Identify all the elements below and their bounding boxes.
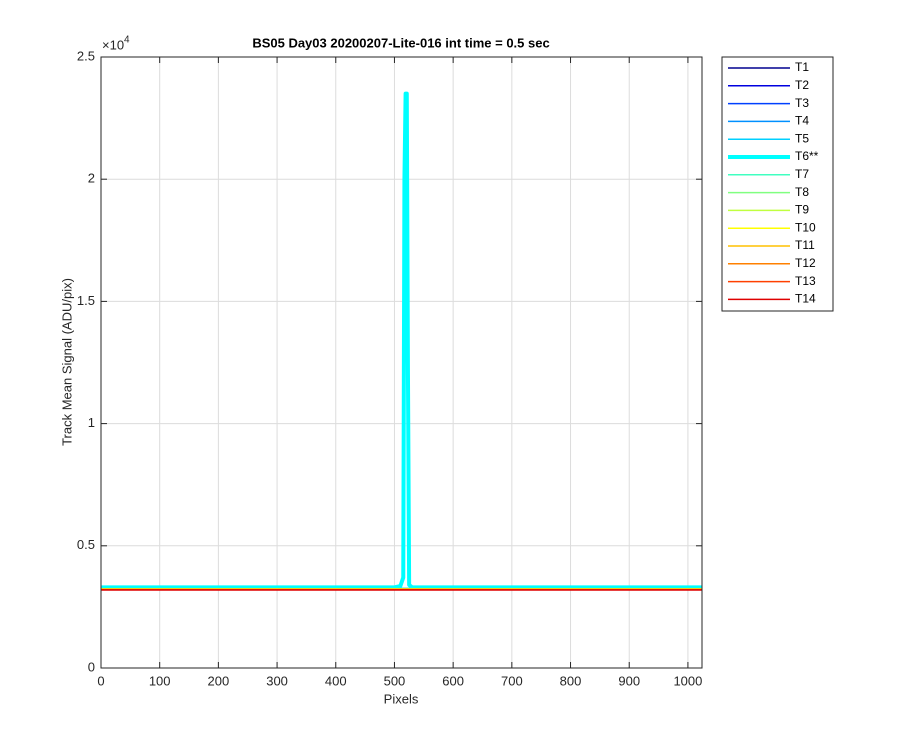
x-tick-label: 500 [384, 673, 406, 688]
x-tick-label: 600 [442, 673, 464, 688]
lines [101, 91, 702, 591]
legend-box [721, 56, 834, 312]
x-tick-label: 300 [266, 673, 288, 688]
x-tick-label: 400 [325, 673, 347, 688]
series-line [101, 91, 702, 590]
y-tick-label: 0 [88, 659, 95, 674]
legend-label: T14 [795, 292, 816, 306]
legend-label: T13 [795, 274, 816, 288]
legend-label: T3 [795, 96, 809, 110]
axes-box [100, 56, 703, 669]
y-tick-label: 2 [88, 171, 95, 186]
legend-label: T11 [795, 238, 815, 252]
ticks: 0 100 200 300 400 500 600 700 800 900 1000 0 0.5 1 1.5… [77, 48, 702, 688]
y-tick-label: 1.5 [77, 293, 95, 308]
x-tick-label: 800 [560, 673, 582, 688]
y-tick-label: 0.5 [77, 537, 95, 552]
legend-label: T7 [795, 167, 809, 181]
legend-label: T10 [795, 220, 816, 234]
y-tick-label: 1 [88, 415, 95, 430]
x-tick-label: 0 [97, 673, 104, 688]
legend-label: T6** [795, 149, 819, 163]
legend: T1 T2 T3 T4 T5 T6** T7 T8 T9 T10 T11 T12 T13 T14 [728, 60, 819, 306]
exponent-power: 4 [124, 35, 130, 46]
y-axis-label: Track Mean Signal (ADU/pix) [59, 278, 74, 446]
legend-label: T5 [795, 131, 809, 145]
x-axis-label: Pixels [384, 691, 419, 706]
legend-label: T8 [795, 185, 809, 199]
legend-label: T9 [795, 203, 809, 217]
legend-label: T2 [795, 78, 809, 92]
y-tick-label: 2.5 [77, 48, 95, 63]
exponent-base: ×10 [102, 37, 124, 52]
x-tick-label: 900 [618, 673, 640, 688]
legend-label: T12 [795, 256, 816, 270]
x-tick-label: 100 [149, 673, 171, 688]
x-tick-label: 1000 [673, 673, 702, 688]
legend-label: T1 [795, 60, 809, 74]
legend-label: T4 [795, 114, 809, 128]
chart-title: BS05 Day03 20200207-Lite-016 int time = … [252, 35, 549, 50]
x-tick-label: 700 [501, 673, 523, 688]
x-tick-label: 200 [208, 673, 230, 688]
